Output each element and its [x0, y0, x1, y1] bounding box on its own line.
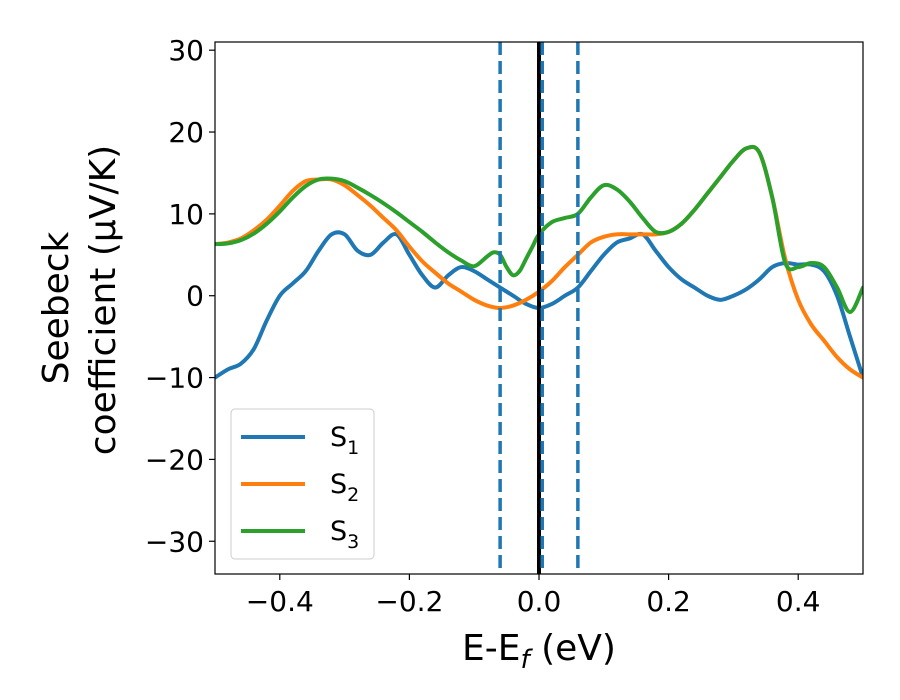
y-tick-label: −30: [145, 525, 204, 558]
legend-label-s1: S1: [330, 422, 359, 459]
x-axis-label: E-Ef (eV): [462, 628, 616, 675]
plot-area: [215, 42, 863, 574]
y-tick-label: 0: [186, 280, 204, 313]
x-tick-label: −0.2: [375, 585, 443, 618]
y-tick-label: −20: [145, 443, 204, 476]
x-tick-label: −0.4: [246, 585, 314, 618]
x-tick-label: 0.2: [646, 585, 691, 618]
y-tick-label: −10: [145, 362, 204, 395]
x-axis-ticks: −0.4 −0.2 0.0 0.2 0.4: [246, 574, 821, 618]
y-tick-label: 10: [168, 198, 204, 231]
y-tick-label: 20: [168, 116, 204, 149]
y-tick-label: 30: [168, 34, 204, 67]
legend: S1 S2 S3: [230, 408, 375, 560]
x-tick-label: 0.4: [776, 585, 821, 618]
y-axis-label-line1: Seebeck: [36, 231, 77, 384]
series-line-s3: [215, 144, 863, 315]
legend-label-s3: S3: [330, 516, 359, 553]
vertical-markers: [498, 42, 580, 574]
y-axis-ticks: −30 −20 −10 0 10 20 30: [145, 34, 215, 558]
y-axis-label-line2: coefficient (μV/K): [83, 145, 124, 455]
x-tick-label: 0.0: [517, 585, 562, 618]
legend-label-s2: S2: [330, 469, 359, 506]
